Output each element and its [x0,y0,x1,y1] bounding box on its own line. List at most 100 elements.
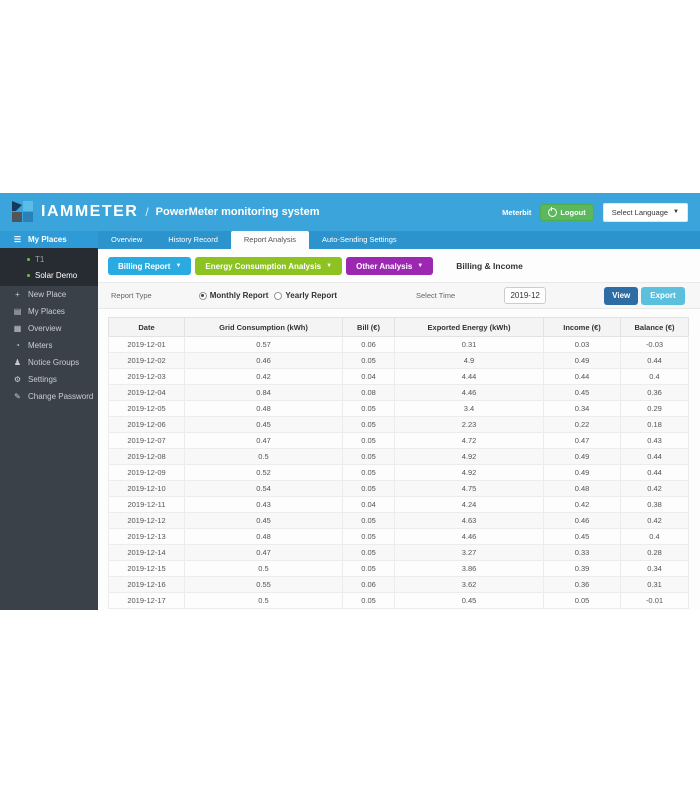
user-icon: ♟ [13,358,22,367]
cell-value: 0.06 [342,576,395,593]
sidebar-item-new-place[interactable]: + New Place [0,286,98,303]
billing-report-button[interactable]: Billing Report ▼ [108,257,192,275]
cell-value: 0.05 [342,432,395,449]
cell-date: 2019-12-09 [108,464,185,481]
cell-value: 0.05 [342,544,395,561]
language-select-button[interactable]: Select Language ▼ [602,202,688,222]
header-actions: Meterbit Logout Select Language ▼ [502,202,688,222]
yearly-report-radio[interactable] [274,291,283,300]
language-label: Select Language [611,207,669,217]
sidebar-item-label: Meters [28,341,53,350]
cell-value: 0.48 [184,400,343,417]
energy-consumption-analysis-button[interactable]: Energy Consumption Analysis ▼ [195,257,343,275]
cell-value: 3.86 [394,560,544,577]
billing-report-label: Billing Report [118,261,171,271]
cell-value: 0.34 [620,560,689,577]
cell-date: 2019-12-07 [108,432,185,449]
cell-value: 4.24 [394,496,544,513]
tab-overview[interactable]: Overview [111,235,143,244]
export-button[interactable]: Export [641,286,685,305]
column-header-exported-energy-kwh: Exported Energy (kWh) [394,317,544,337]
filter-row: Report Type Monthly Report Yearly Report… [98,282,700,309]
cell-value: 0.05 [342,480,395,497]
cell-value: 0.43 [620,432,689,449]
sidebar-item-label: Settings [28,375,57,384]
sidebar-item-overview[interactable]: ▦ Overview [0,320,98,337]
sidebar-item-my-places[interactable]: ▤ My Places [0,303,98,320]
sidebar-subitem-label: Solar Demo [35,270,78,280]
cell-value: 0.05 [342,400,395,417]
menu-icon: ☰ [13,235,22,244]
tab-auto-sending-settings[interactable]: Auto-Sending Settings [321,235,397,244]
cell-value: 4.46 [394,528,544,545]
table-header-row: Date Grid Consumption (kWh) Bill (€) Export… [108,317,689,337]
billing-table: Date Grid Consumption (kWh) Bill (€) Export… [108,317,689,609]
sidebar-item-my-places[interactable]: ☰ My Places [0,231,98,248]
table-row: 2019-12-05 0.48 0.05 3.4 0.34 0.29 [108,400,689,417]
sidebar-item-change-password[interactable]: ✎ Change Password [0,388,98,405]
sidebar-item-notice-groups[interactable]: ♟ Notice Groups [0,354,98,371]
cell-value: 0.18 [620,416,689,433]
export-label: Export [650,291,676,300]
table-row: 2019-12-03 0.42 0.04 4.44 0.44 0.4 [108,368,689,385]
monthly-report-radio[interactable] [198,291,207,300]
cell-value: 0.4 [620,368,689,385]
cell-date: 2019-12-03 [108,368,185,385]
sidebar-item-label: New Place [28,290,67,299]
cell-value: 0.05 [342,592,395,609]
sidebar-item-meters[interactable]: ◔ Meters [0,337,98,354]
table-row: 2019-12-15 0.5 0.05 3.86 0.39 0.34 [108,560,689,577]
cell-value: 0.52 [184,464,343,481]
edit-icon: ✎ [14,392,21,401]
tab-history-record[interactable]: History Record [168,235,218,244]
cell-value: 0.28 [620,544,689,561]
main-content: Overview History Record Report Analysis Aut… [98,231,700,610]
sidebar-item-label: My Places [28,235,67,244]
cell-date: 2019-12-17 [108,592,185,609]
sidebar-subitem-t1[interactable]: T1 [0,251,98,267]
sidebar-item-label: My Places [28,307,65,316]
top-header: IAMMETER / PowerMeter monitoring system … [0,193,700,231]
meter-icon: ◔ [15,341,20,350]
sidebar-item-label: Change Password [28,392,94,401]
other-analysis-button[interactable]: Other Analysis ▼ [346,257,434,275]
cell-value: 0.39 [543,560,621,577]
cell-value: 0.46 [184,352,343,369]
cell-value: 0.47 [543,432,621,449]
cell-value: 0.33 [543,544,621,561]
cell-date: 2019-12-06 [108,416,185,433]
tab-report-analysis[interactable]: Report Analysis [230,231,309,249]
cell-value: 4.63 [394,512,544,529]
view-button[interactable]: View [604,286,639,305]
cell-value: 0.5 [184,560,343,577]
chevron-down-icon: ▼ [326,263,333,269]
cell-value: 0.84 [184,384,343,401]
breadcrumb-separator: / [145,205,149,219]
cell-value: 0.5 [184,592,343,609]
cell-date: 2019-12-01 [108,336,185,353]
sidebar-item-settings[interactable]: ⚙ Settings [0,371,98,388]
sidebar-subitem-solar-demo[interactable]: Solar Demo [0,267,98,283]
cell-value: 0.05 [342,464,395,481]
cell-value: 0.36 [543,576,621,593]
cell-date: 2019-12-14 [108,544,185,561]
table-row: 2019-12-16 0.55 0.06 3.62 0.36 0.31 [108,576,689,593]
table-row: 2019-12-09 0.52 0.05 4.92 0.49 0.44 [108,464,689,481]
table-row: 2019-12-11 0.43 0.04 4.24 0.42 0.38 [108,496,689,513]
username-label[interactable]: Meterbit [502,207,532,217]
column-header-bill: Bill (€) [342,317,395,337]
select-time-input[interactable] [504,287,547,304]
green-dot-icon [27,257,30,261]
cell-value: 0.48 [543,480,621,497]
cell-value: 4.72 [394,432,544,449]
column-header-date: Date [108,317,185,337]
logout-button[interactable]: Logout [540,203,594,221]
column-header-grid-consumption-kwh: Grid Consumption (kWh) [184,317,343,337]
cell-value: 0.54 [184,480,343,497]
energy-analysis-label: Energy Consumption Analysis [205,261,322,271]
page-title: PowerMeter monitoring system [155,206,320,218]
cell-value: 0.03 [543,336,621,353]
cell-value: 0.4 [620,528,689,545]
cell-value: 0.05 [342,352,395,369]
cell-value: 0.44 [620,464,689,481]
